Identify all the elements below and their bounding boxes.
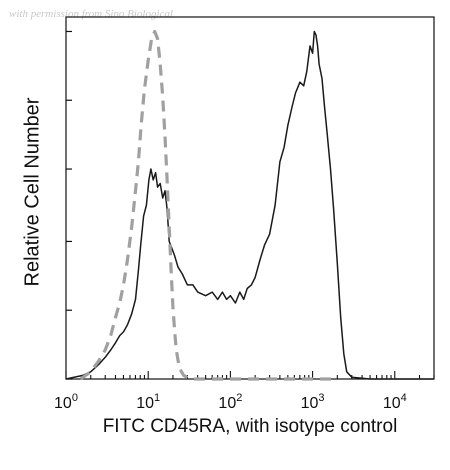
plot-area: 100 101 102 103 104 [54,16,435,412]
x-axis-title: FITC CD45RA, with isotype control [102,416,398,437]
cd45ra-curve [65,30,434,380]
plot-frame [65,16,435,380]
x-tick-label: 102 [218,392,242,412]
x-tick-label: 100 [54,392,78,412]
x-tick-label: 101 [136,392,160,412]
x-tick-label: 103 [301,392,325,412]
x-tick-label: 104 [383,392,407,412]
isotype-control-curve [79,29,338,381]
